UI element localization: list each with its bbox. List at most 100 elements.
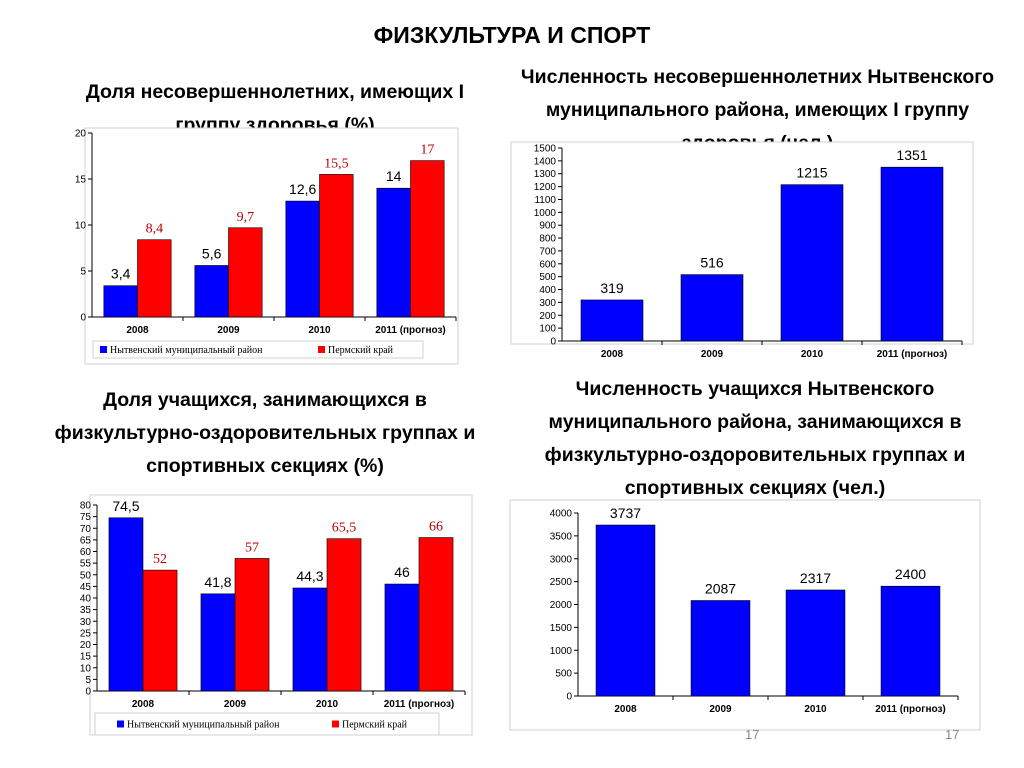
data-label: 74,5 <box>112 498 139 514</box>
data-label: 52 <box>153 552 167 567</box>
y-tick-label: 1000 <box>534 208 557 219</box>
y-tick-label: 45 <box>80 582 92 593</box>
bar <box>194 265 229 318</box>
data-label: 1351 <box>896 147 927 163</box>
y-tick-label: 1200 <box>534 182 557 193</box>
legend-box <box>94 712 440 736</box>
bar <box>880 585 941 697</box>
page-number: 17 <box>745 727 760 742</box>
x-category-label: 2009 <box>217 325 240 336</box>
page-title: ФИЗКУЛЬТУРА И СПОРТ <box>373 22 651 48</box>
bar <box>780 184 844 342</box>
bar <box>234 558 270 692</box>
y-tick-label: 40 <box>80 594 92 605</box>
bar <box>384 583 420 692</box>
data-label: 8,4 <box>146 222 164 237</box>
y-tick-label: 4000 <box>550 509 573 520</box>
x-category-label: 2008 <box>126 325 149 336</box>
data-label: 9,7 <box>237 210 255 225</box>
y-tick-label: 400 <box>539 285 556 296</box>
x-category-label: 2011 (прогноз) <box>875 704 946 715</box>
bar <box>410 160 445 318</box>
data-label: 319 <box>600 280 624 296</box>
y-tick-label: 15 <box>75 175 87 186</box>
y-tick-label: 500 <box>555 669 572 680</box>
y-tick-label: 10 <box>80 663 92 674</box>
x-category-label: 2010 <box>316 699 339 710</box>
data-label: 46 <box>394 564 410 580</box>
data-label: 17 <box>420 143 434 158</box>
bar <box>292 587 328 692</box>
y-tick-label: 500 <box>539 272 556 283</box>
x-category-label: 2010 <box>801 349 824 360</box>
legend-swatch <box>117 720 124 728</box>
x-category-label: 2011 (прогноз) <box>877 349 948 360</box>
y-tick-label: 20 <box>80 640 92 651</box>
y-tick-label: 2000 <box>550 600 573 611</box>
x-category-label: 2011 (прогноз) <box>375 325 446 336</box>
legend-label: Нытвенский муниципальный район <box>127 720 280 731</box>
bar <box>108 517 144 692</box>
y-tick-label: 30 <box>80 617 92 628</box>
y-tick-label: 3000 <box>550 554 573 565</box>
data-label: 44,3 <box>296 568 323 584</box>
y-tick-label: 1300 <box>534 169 557 180</box>
y-tick-label: 5 <box>80 267 86 278</box>
y-tick-label: 0 <box>80 313 86 324</box>
bar <box>103 285 138 318</box>
data-label: 65,5 <box>332 521 357 536</box>
legend-swatch <box>318 346 325 353</box>
data-label: 2087 <box>705 581 736 597</box>
bar <box>319 174 354 318</box>
page-number: 17 <box>945 727 960 742</box>
bar <box>326 538 362 692</box>
y-tick-label: 25 <box>80 628 92 639</box>
y-tick-label: 15 <box>80 652 92 663</box>
data-label: 12,6 <box>289 181 316 197</box>
y-tick-label: 55 <box>80 559 92 570</box>
y-tick-label: 0 <box>550 337 556 348</box>
bar <box>418 537 454 692</box>
y-tick-label: 200 <box>539 311 556 322</box>
y-tick-label: 900 <box>539 221 556 232</box>
y-tick-label: 5 <box>85 675 91 686</box>
y-tick-label: 2500 <box>550 577 573 588</box>
legend-label: Нытвенский муниципальный район <box>110 345 263 356</box>
data-label: 1215 <box>796 165 827 181</box>
y-tick-label: 80 <box>80 501 92 512</box>
x-category-label: 2008 <box>601 349 624 360</box>
y-tick-label: 0 <box>85 687 91 698</box>
y-tick-label: 800 <box>539 234 556 245</box>
x-category-label: 2010 <box>804 704 827 715</box>
y-tick-label: 1400 <box>534 156 557 167</box>
y-tick-label: 65 <box>80 535 92 546</box>
legend-label: Пермский край <box>342 720 408 731</box>
bar <box>690 600 751 697</box>
y-tick-label: 10 <box>75 221 87 232</box>
data-label: 2400 <box>895 566 926 582</box>
data-label: 3737 <box>610 505 641 521</box>
y-tick-label: 70 <box>80 524 92 535</box>
x-category-label: 2008 <box>614 704 637 715</box>
y-tick-label: 35 <box>80 605 92 616</box>
legend-swatch <box>332 720 339 728</box>
data-label: 516 <box>700 255 724 271</box>
bar <box>228 227 263 318</box>
bar <box>142 569 178 692</box>
y-tick-label: 700 <box>539 246 556 257</box>
x-category-label: 2009 <box>224 699 247 710</box>
x-category-label: 2009 <box>709 704 732 715</box>
x-category-label: 2010 <box>308 325 331 336</box>
bar <box>580 299 644 342</box>
legend-label: Пермский край <box>328 345 394 356</box>
bar <box>285 200 320 318</box>
chart-3-title: Доля учащихся, занимающихся в физкультур… <box>54 389 476 477</box>
data-label: 15,5 <box>324 156 349 171</box>
data-label: 14 <box>386 168 402 184</box>
bar <box>137 239 172 318</box>
legend-swatch <box>100 346 107 353</box>
chart-4-title: Численность учащихся Нытвенского муницип… <box>544 378 966 499</box>
bar <box>880 166 944 342</box>
x-category-label: 2009 <box>701 349 724 360</box>
